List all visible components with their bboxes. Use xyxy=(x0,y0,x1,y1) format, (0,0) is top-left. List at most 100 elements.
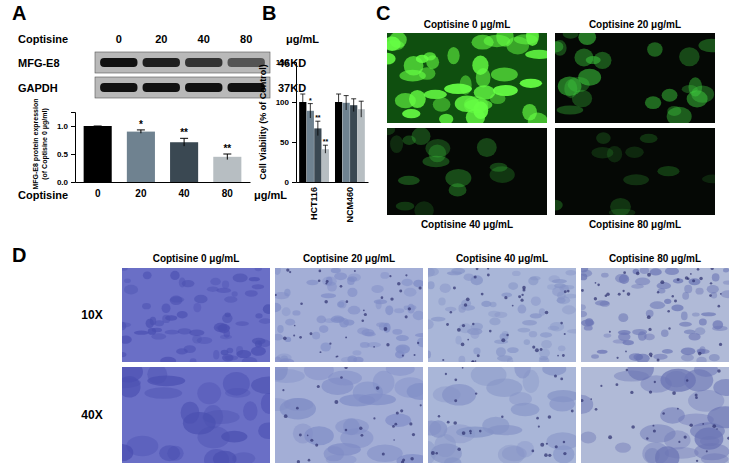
cell xyxy=(460,75,472,95)
pore xyxy=(453,286,456,289)
cell xyxy=(514,34,538,44)
panel-label: D xyxy=(12,244,26,266)
error-bar-cap xyxy=(94,126,102,127)
cell xyxy=(640,268,650,274)
cell xyxy=(723,268,729,272)
cell xyxy=(647,42,662,57)
cell xyxy=(162,303,171,313)
pore xyxy=(340,376,343,379)
cell xyxy=(178,328,192,334)
cell xyxy=(147,376,185,387)
blot-header: Coptisine xyxy=(18,33,68,45)
pore xyxy=(361,434,364,437)
cell xyxy=(497,355,512,361)
pore xyxy=(386,343,389,346)
cell xyxy=(553,445,574,463)
pore xyxy=(373,417,375,419)
cell xyxy=(122,335,132,343)
pore xyxy=(471,360,474,362)
cell xyxy=(572,90,592,107)
tick-label: 0.0 xyxy=(57,178,69,187)
cell xyxy=(413,311,423,320)
cell xyxy=(337,302,344,308)
tick: NCM460 xyxy=(345,187,355,223)
pore xyxy=(627,292,631,296)
tick-label: 80 xyxy=(222,188,234,199)
panel-label: B xyxy=(262,2,276,24)
pore xyxy=(310,332,313,335)
pore xyxy=(475,360,477,362)
cell xyxy=(540,332,552,337)
blot-dose: 20 xyxy=(155,33,167,45)
pore xyxy=(354,270,356,272)
tick-label: 0.5 xyxy=(57,150,69,159)
bar xyxy=(84,126,112,182)
fluorescence-panel: CCoptisine 0 μg/mLCoptisine 20 μg/mLCopt… xyxy=(376,2,724,230)
cell xyxy=(395,344,410,353)
pore xyxy=(308,459,311,462)
cell xyxy=(385,305,393,315)
cell xyxy=(176,348,188,354)
cell xyxy=(484,35,511,47)
cell xyxy=(694,443,729,460)
pore xyxy=(381,296,384,299)
cell xyxy=(326,454,357,463)
cell xyxy=(662,349,673,354)
tick-label: 0 xyxy=(95,188,101,199)
pore xyxy=(471,360,474,362)
tick-mark xyxy=(71,126,75,127)
pore xyxy=(467,339,469,341)
tick-mark xyxy=(71,182,75,183)
error-bar xyxy=(344,96,349,110)
cell xyxy=(568,77,590,92)
tick-label: HCT116 xyxy=(309,187,319,220)
cell xyxy=(681,312,688,321)
cell xyxy=(507,347,519,353)
cell xyxy=(563,33,579,39)
pore xyxy=(405,315,408,318)
pore xyxy=(625,351,627,353)
cell xyxy=(275,303,281,313)
cell xyxy=(464,273,475,280)
cell xyxy=(360,342,370,348)
bar xyxy=(322,149,329,182)
pore xyxy=(631,425,635,429)
cell xyxy=(684,329,696,334)
cell xyxy=(321,293,336,298)
cell xyxy=(204,449,229,463)
bar xyxy=(343,103,350,182)
blot-membrane xyxy=(95,77,270,98)
pore xyxy=(447,421,450,424)
cell xyxy=(222,314,232,323)
pore xyxy=(438,415,440,417)
cell xyxy=(255,268,262,271)
cell xyxy=(467,328,482,335)
cell xyxy=(293,423,313,443)
pore xyxy=(296,407,299,410)
fluorescence-image xyxy=(555,33,715,123)
cell xyxy=(380,272,389,279)
pore xyxy=(470,432,472,434)
pore xyxy=(647,315,651,319)
pore xyxy=(405,274,407,276)
cell xyxy=(456,427,494,438)
error-bar-stem xyxy=(325,145,326,153)
pore xyxy=(446,323,449,326)
cell xyxy=(438,298,445,306)
cell xyxy=(433,97,451,112)
pore xyxy=(477,354,480,357)
cell xyxy=(707,285,719,293)
pore xyxy=(595,282,597,284)
cell xyxy=(181,402,200,424)
cell xyxy=(445,169,471,187)
pore xyxy=(692,279,695,282)
cell xyxy=(557,105,584,114)
cell xyxy=(280,359,294,362)
cell xyxy=(414,201,433,215)
cell xyxy=(498,445,525,463)
cell xyxy=(160,357,176,362)
cell xyxy=(509,392,532,406)
pore xyxy=(716,428,718,430)
pore xyxy=(506,334,508,336)
pore xyxy=(431,451,435,455)
